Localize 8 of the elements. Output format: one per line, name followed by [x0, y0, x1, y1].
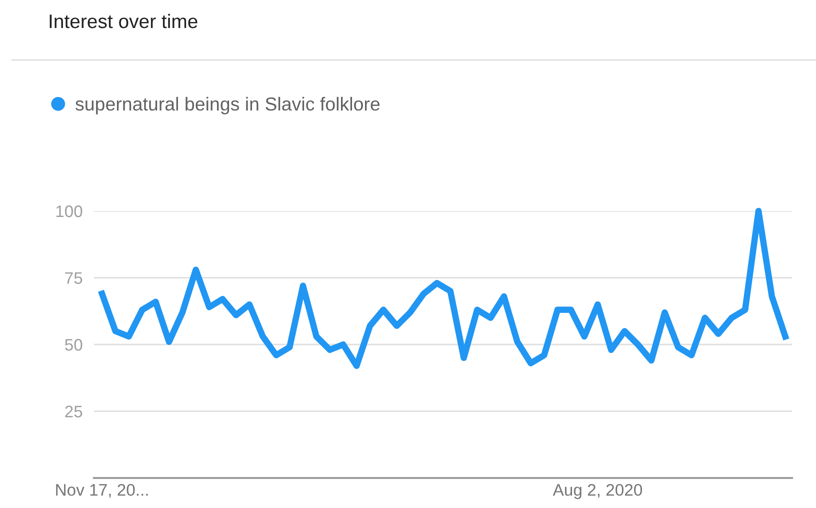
y-tick-label: 25 — [65, 406, 82, 418]
y-tick-label: 100 — [56, 205, 82, 218]
chart-title: Interest over time — [50, 14, 198, 28]
x-tick-label: Aug 2, 2020 — [552, 484, 642, 500]
y-tick-label: 75 — [65, 272, 82, 284]
y-tick-label: 50 — [65, 338, 82, 351]
x-tick-label: Nov 17, 20... — [56, 484, 148, 498]
legend-label: supernatural beings in Slavic folklore — [76, 96, 380, 114]
